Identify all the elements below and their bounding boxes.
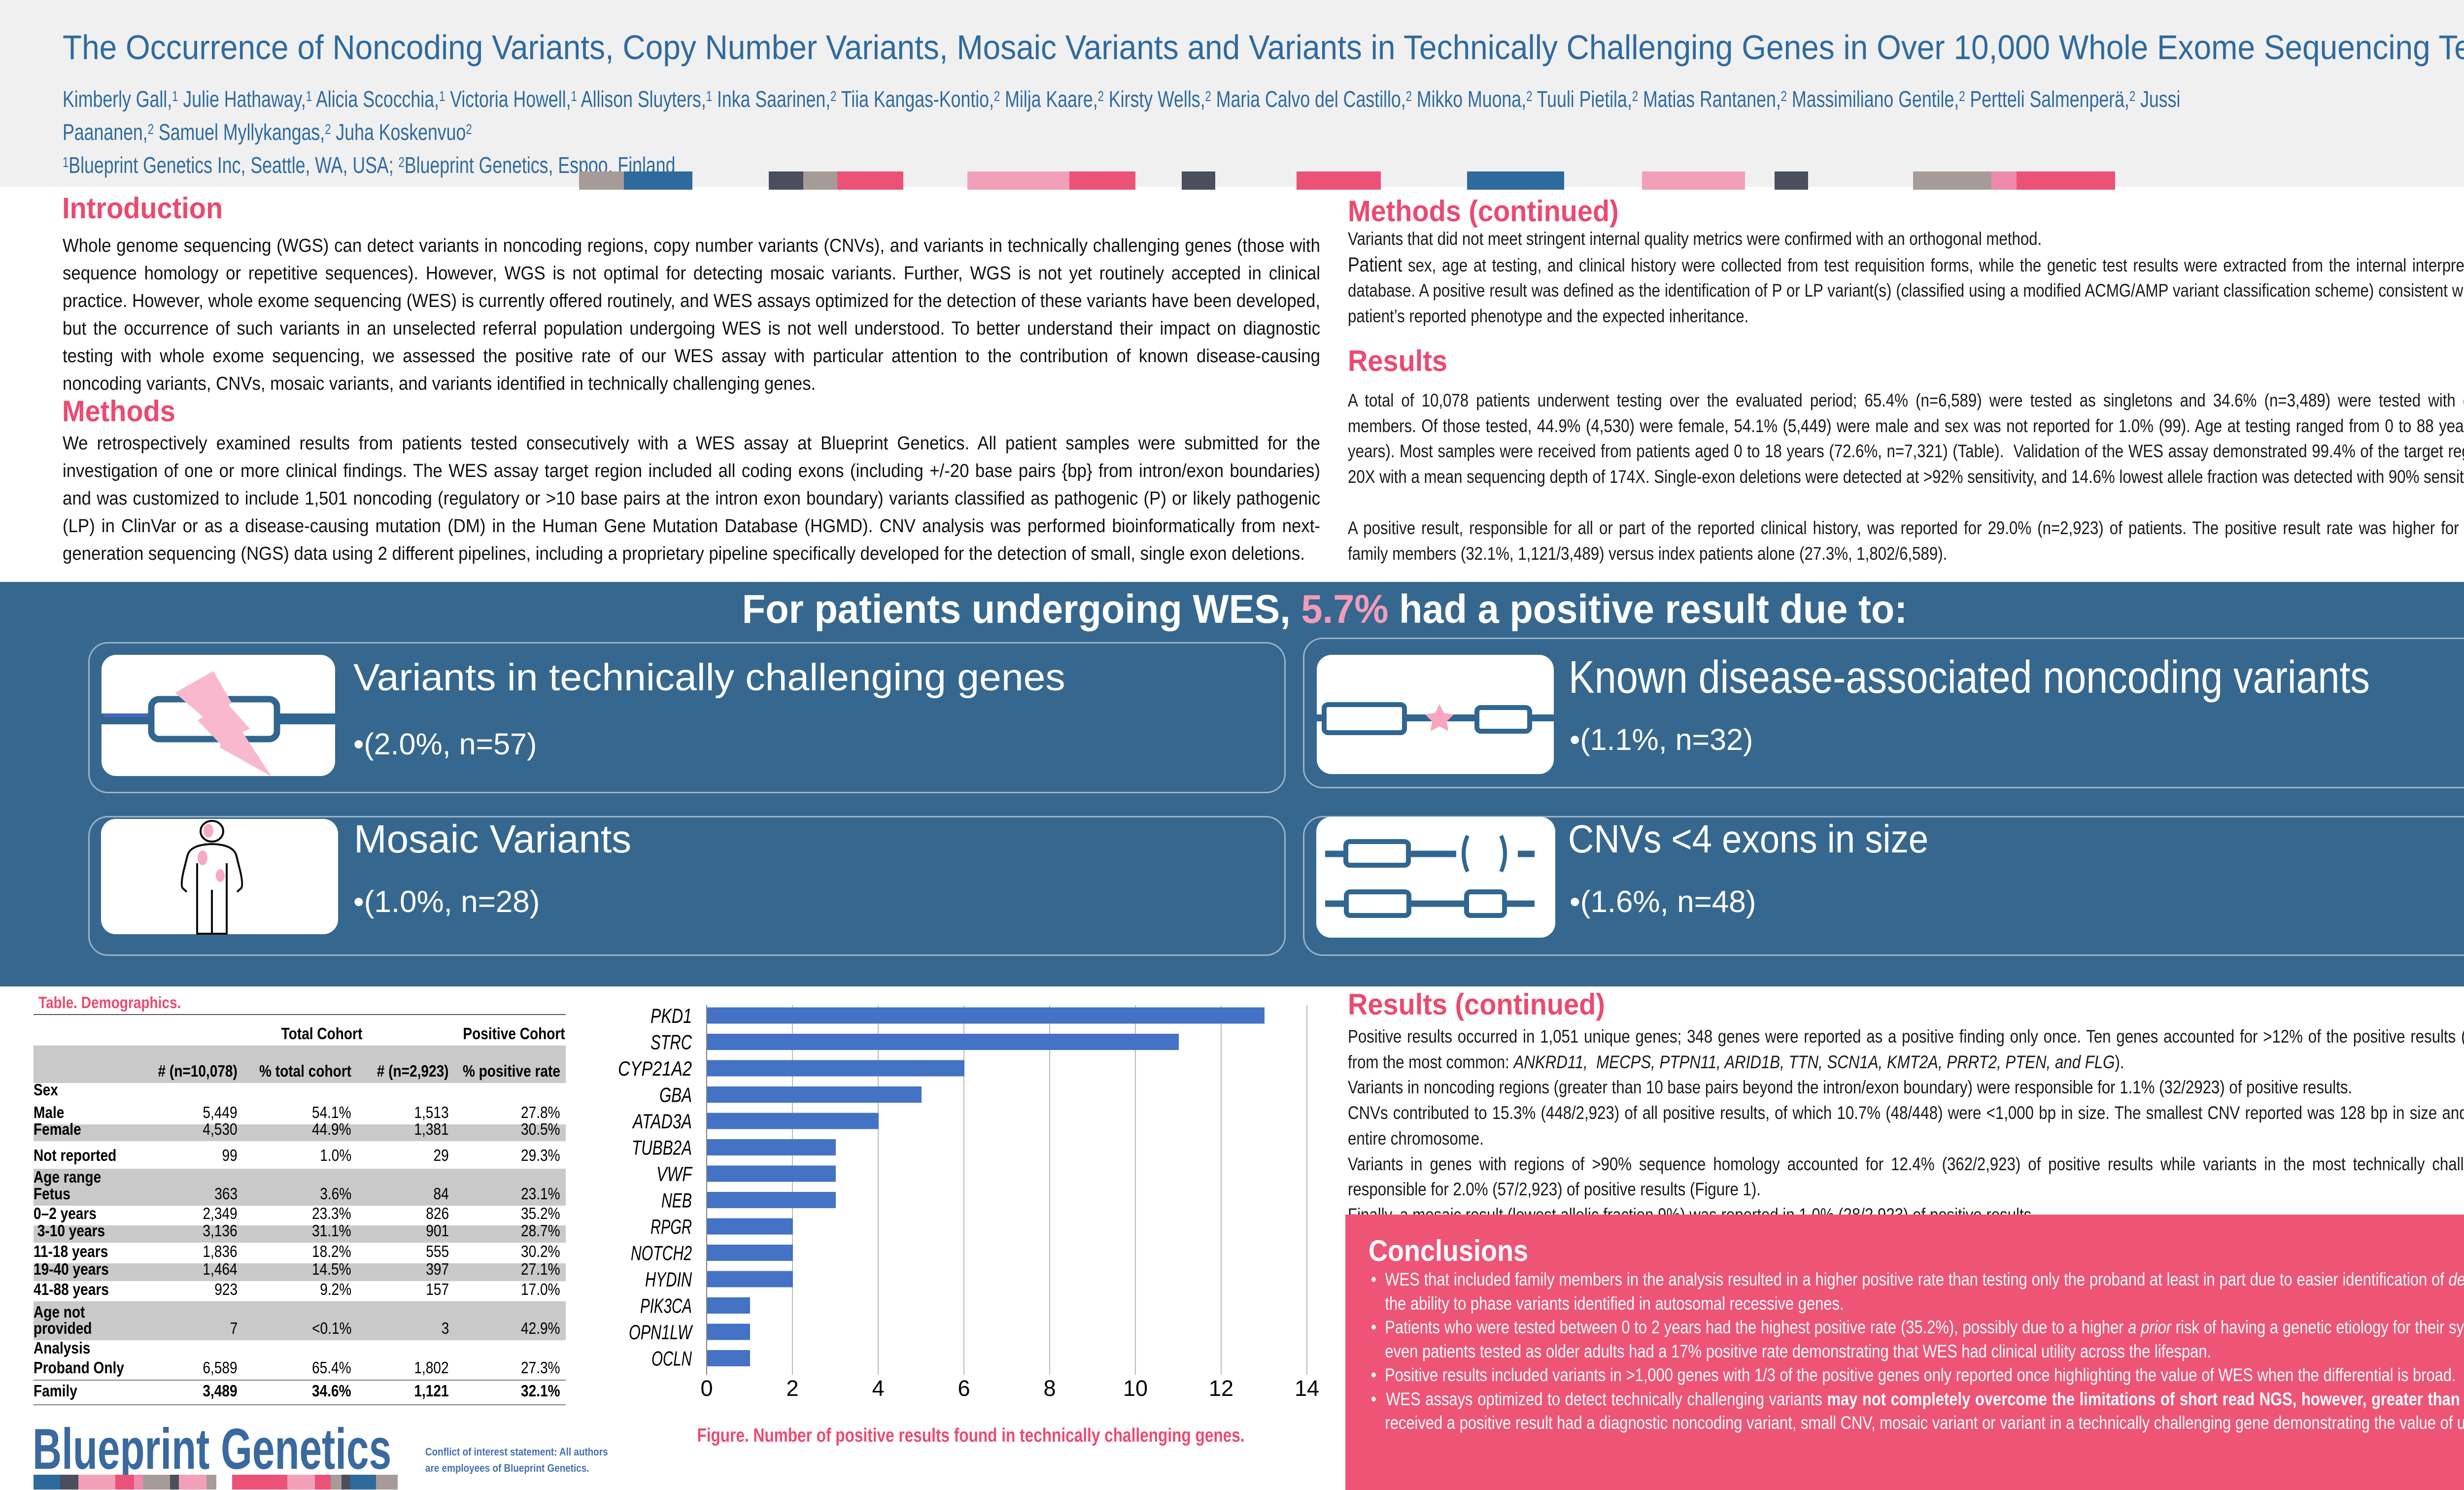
svg-text:2: 2 [786,1376,798,1401]
svg-text:OCLN: OCLN [651,1347,692,1370]
svg-text:NOTCH2: NOTCH2 [631,1242,692,1265]
svg-text:GBA: GBA [659,1084,692,1107]
svg-text:8: 8 [1043,1376,1056,1401]
svg-text:PKD1: PKD1 [650,1004,692,1027]
svg-text:6: 6 [958,1376,970,1401]
svg-text:VWF: VWF [656,1162,693,1185]
svg-text:PIK3CA: PIK3CA [640,1294,692,1318]
svg-text:ATAD3A: ATAD3A [632,1110,692,1133]
svg-text:4: 4 [872,1376,884,1401]
svg-text:10: 10 [1123,1376,1148,1401]
svg-text:CYP21A2: CYP21A2 [618,1057,692,1080]
svg-text:NEB: NEB [661,1189,692,1212]
svg-text:12: 12 [1209,1376,1233,1401]
svg-text:14: 14 [1295,1376,1319,1401]
svg-text:STRC: STRC [650,1031,692,1054]
svg-text:RPGR: RPGR [650,1215,692,1238]
svg-text:HYDIN: HYDIN [645,1268,692,1291]
svg-text:0: 0 [700,1376,713,1401]
svg-text:TUBB2A: TUBB2A [632,1136,692,1159]
svg-text:OPN1LW: OPN1LW [629,1321,693,1344]
